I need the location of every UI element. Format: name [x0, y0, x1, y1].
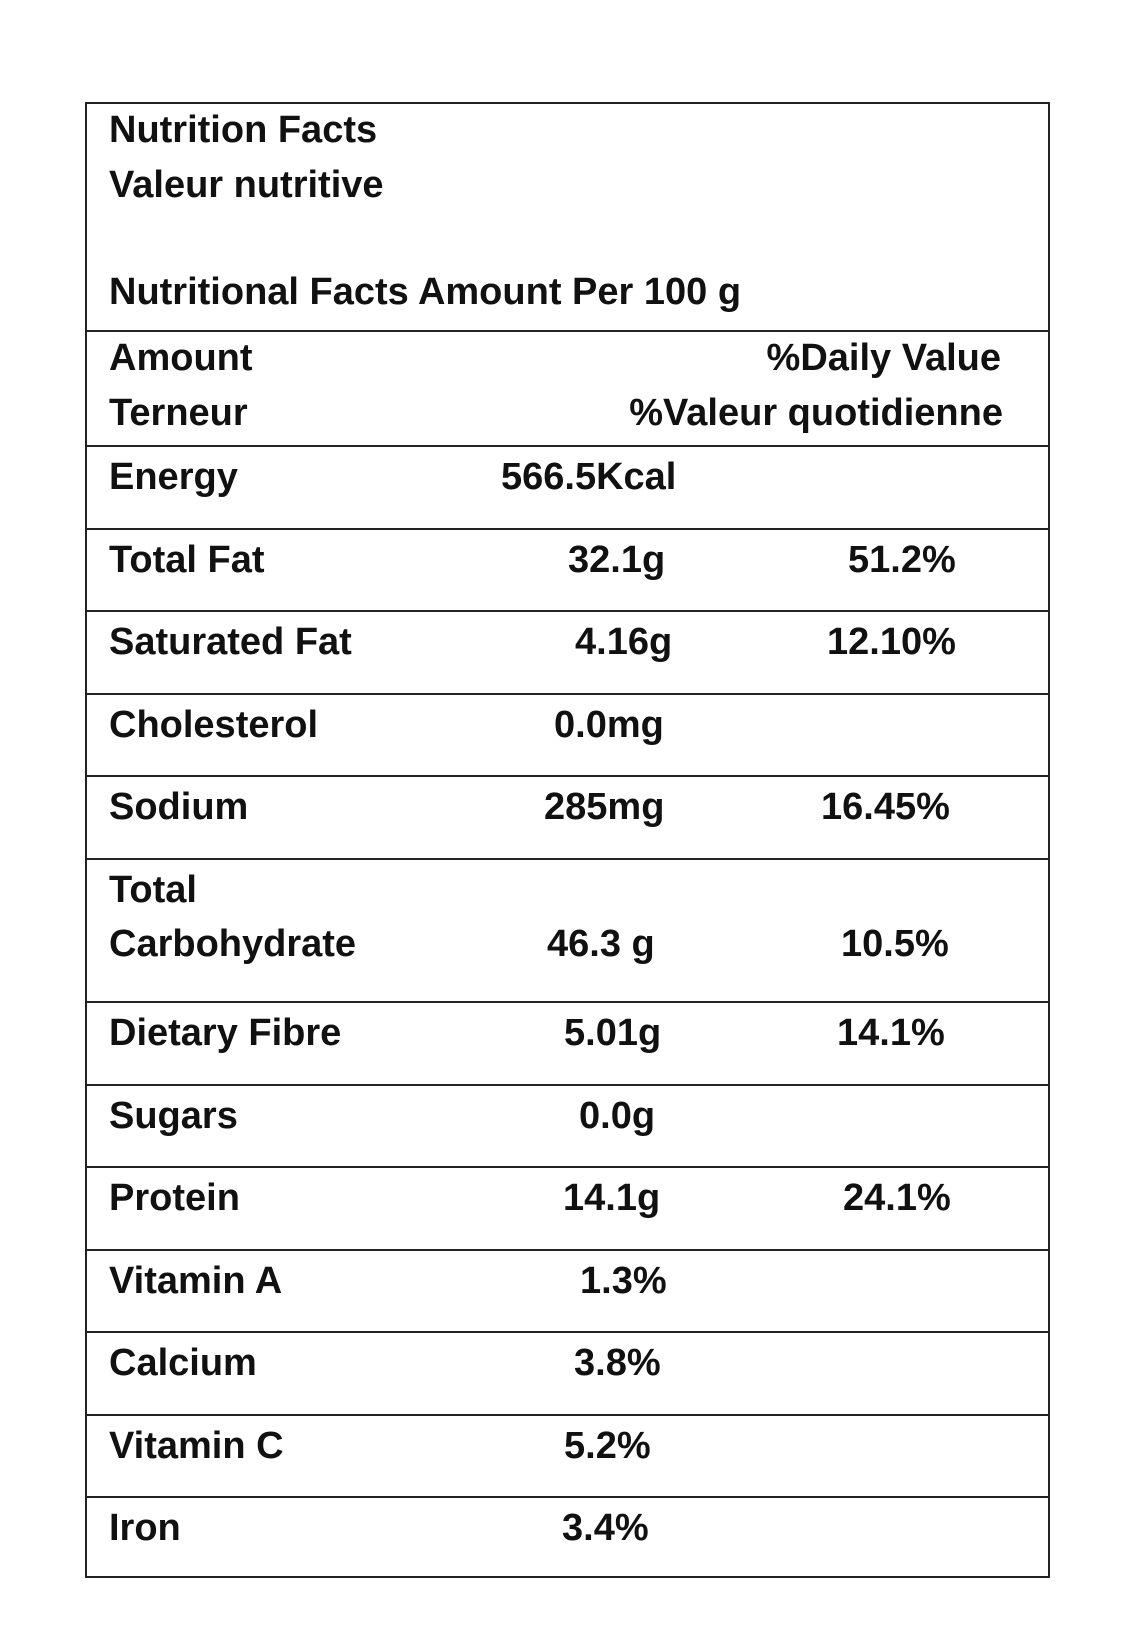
divider: [87, 1166, 1048, 1168]
nutrient-amount: 4.16g: [575, 621, 673, 663]
title-english: Nutrition Facts: [109, 109, 378, 151]
nutrient-amount: 566.5Kcal: [501, 456, 677, 498]
nutrient-amount: 0.0mg: [554, 704, 664, 746]
nutrient-name: Calcium: [109, 1342, 257, 1384]
amount-heading-english: Amount: [109, 337, 253, 379]
divider: [87, 330, 1048, 332]
title-french: Valeur nutritive: [109, 164, 384, 206]
nutrient-amount: 14.1g: [563, 1177, 661, 1219]
nutrient-name: Cholesterol: [109, 704, 319, 746]
divider: [87, 445, 1048, 447]
divider: [87, 1001, 1048, 1003]
nutrient-daily-value: 10.5%: [841, 923, 949, 965]
nutrient-amount: 5.2%: [564, 1425, 651, 1467]
nutrient-daily-value: 14.1%: [837, 1012, 945, 1054]
amount-heading-french: Terneur: [109, 392, 248, 434]
divider: [87, 1496, 1048, 1498]
nutrient-amount: 285mg: [544, 786, 665, 828]
nutrient-name: Protein: [109, 1177, 240, 1219]
nutrient-name: Iron: [109, 1507, 181, 1549]
nutrient-amount: 5.01g: [564, 1012, 662, 1054]
nutrient-amount: 46.3 g: [547, 923, 655, 965]
nutrient-daily-value: 16.45%: [821, 786, 950, 828]
divider: [87, 1084, 1048, 1086]
nutrient-name: Vitamin C: [109, 1425, 284, 1467]
nutrient-name: Energy: [109, 456, 238, 498]
divider: [87, 610, 1048, 612]
nutrient-daily-value: 51.2%: [848, 539, 956, 581]
nutrient-name-line-1: Total: [109, 869, 197, 911]
divider: [87, 1331, 1048, 1333]
serving-size: Nutritional Facts Amount Per 100 g: [109, 271, 742, 313]
divider: [87, 775, 1048, 777]
daily-value-heading-french: %Valeur quotidienne: [629, 392, 1003, 434]
nutrient-name: Total Fat: [109, 539, 265, 581]
nutrient-amount: 3.8%: [574, 1342, 661, 1384]
divider: [87, 858, 1048, 860]
nutrient-name: Sugars: [109, 1095, 238, 1137]
nutrient-amount: 32.1g: [568, 539, 666, 581]
nutrient-amount: 0.0g: [579, 1095, 656, 1137]
nutrient-name: Vitamin A: [109, 1260, 283, 1302]
nutrient-name: Dietary Fibre: [109, 1012, 342, 1054]
nutrient-amount: 1.3%: [580, 1260, 667, 1302]
nutrient-amount: 3.4%: [562, 1507, 649, 1549]
divider: [87, 528, 1048, 530]
divider: [87, 1249, 1048, 1251]
divider: [87, 693, 1048, 695]
nutrient-daily-value: 12.10%: [827, 621, 956, 663]
divider: [87, 1414, 1048, 1416]
nutrient-name: Sodium: [109, 786, 249, 828]
nutrient-daily-value: 24.1%: [843, 1177, 951, 1219]
daily-value-heading-english: %Daily Value: [766, 337, 1001, 379]
nutrient-name: Saturated Fat: [109, 621, 352, 663]
nutrition-label: Nutrition Facts Valeur nutritive Nutriti…: [85, 102, 1050, 1578]
nutrient-name-line-2: Carbohydrate: [109, 923, 357, 965]
